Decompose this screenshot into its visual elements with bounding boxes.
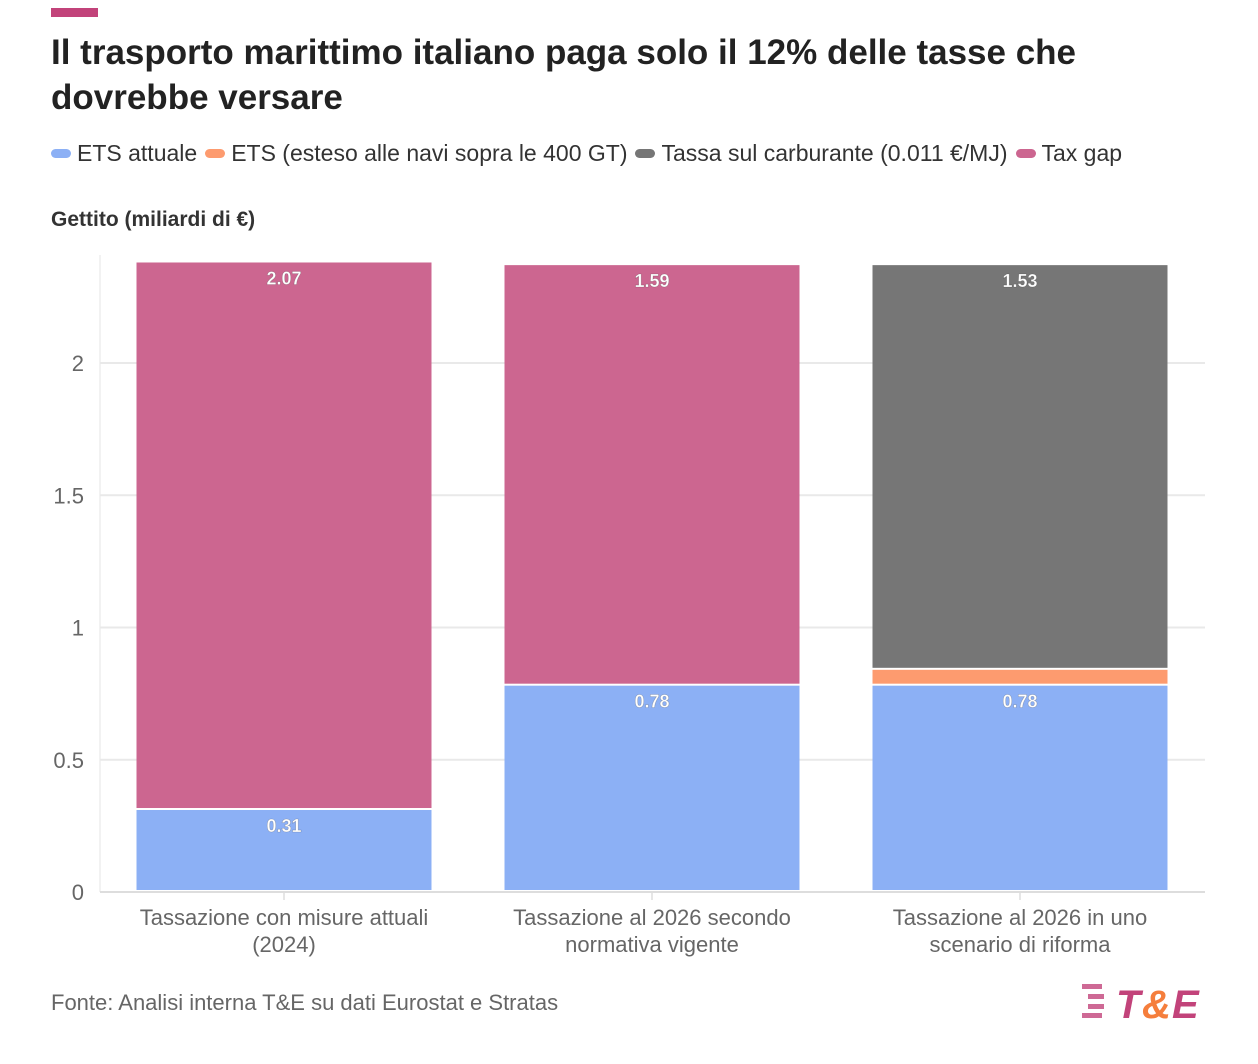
bar-segment [136, 262, 432, 809]
legend-label: Tassa sul carburante (0.011 €/MJ) [661, 140, 1008, 166]
y-tick-label: 0.5 [53, 748, 84, 773]
x-tick-label: Tassazione al 2026 secondo [513, 905, 791, 930]
data-label: 2.07 [266, 268, 301, 288]
legend-swatch [635, 149, 656, 158]
legend-label: ETS attuale [77, 140, 198, 166]
bar-segment [872, 265, 1168, 668]
legend-label: Tax gap [1041, 140, 1123, 166]
x-tick-label: (2024) [252, 932, 316, 957]
legend-swatch [205, 149, 226, 158]
accent-bar [51, 8, 98, 17]
legend-item: ETS attuale [51, 140, 197, 167]
legend-swatch [1015, 149, 1036, 158]
data-label: 0.31 [266, 816, 301, 836]
y-axis-label: Gettito (miliardi di €) [51, 208, 256, 231]
chart-title: Il trasporto marittimo italiano paga sol… [51, 33, 1077, 117]
x-tick-label: normativa vigente [565, 932, 739, 957]
svg-text:T: T [1116, 983, 1144, 1022]
te-logo: T & E [1082, 983, 1200, 1022]
bar-segment [872, 685, 1168, 890]
data-label: 1.59 [634, 271, 669, 291]
y-tick-label: 0 [72, 880, 84, 905]
x-tick-label: Tassazione al 2026 in uno [893, 905, 1147, 930]
legend-item: Tassa sul carburante (0.011 €/MJ) [635, 140, 1008, 167]
bar-segment [504, 265, 800, 684]
x-tick-label: scenario di riforma [930, 932, 1112, 957]
svg-text:&: & [1142, 983, 1171, 1022]
y-tick-label: 1.5 [53, 483, 84, 508]
source-note: Fonte: Analisi interna T&E su dati Euros… [51, 990, 559, 1015]
data-label: 0.78 [1002, 692, 1037, 712]
legend: ETS attuale ETS (esteso alle navi sopra l… [51, 140, 1122, 167]
bar-segment [504, 685, 800, 890]
legend-item: ETS (esteso alle navi sopra le 400 GT) [205, 140, 627, 167]
bar-segment [136, 810, 432, 890]
svg-text:E: E [1172, 983, 1200, 1022]
data-label: 1.53 [1002, 271, 1037, 291]
y-tick-label: 2 [72, 351, 84, 376]
x-tick-label: Tassazione con misure attuali [140, 905, 429, 930]
legend-label: ETS (esteso alle navi sopra le 400 GT) [231, 140, 628, 166]
y-tick-label: 1 [72, 616, 84, 641]
legend-item: Tax gap [1015, 140, 1123, 167]
bar-segment [872, 669, 1168, 684]
data-label: 0.78 [634, 692, 669, 712]
legend-swatch [51, 149, 71, 158]
